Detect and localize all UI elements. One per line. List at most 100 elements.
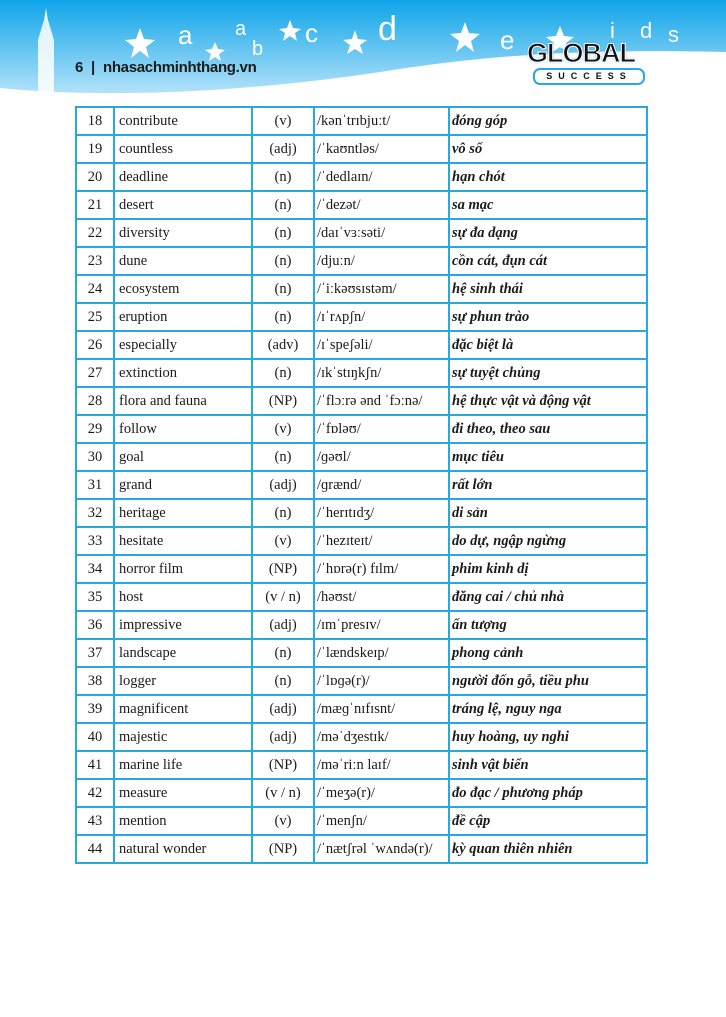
entry-meaning: di sản <box>448 498 648 528</box>
entry-word: marine life <box>113 750 253 780</box>
entry-meaning: đo đạc / phương pháp <box>448 778 648 808</box>
entry-meaning: ấn tượng <box>448 610 648 640</box>
entry-meaning: sa mạc <box>448 190 648 220</box>
entry-pronunciation: /ɡəʊl/ <box>313 442 450 472</box>
entry-part-of-speech: (n) <box>251 358 315 388</box>
entry-meaning: do dự, ngập ngừng <box>448 526 648 556</box>
table-row: 38 logger (n)/ˈlɒɡə(r)/người đốn gỗ, tiều … <box>75 666 648 696</box>
table-row: 37 landscape (n)/ˈlændskeɪp/phong cảnh <box>75 638 648 668</box>
entry-pronunciation: /djuːn/ <box>313 246 450 276</box>
entry-pronunciation: /ɪmˈpresɪv/ <box>313 610 450 640</box>
entry-word: hesitate <box>113 526 253 556</box>
entry-word: flora and fauna <box>113 386 253 416</box>
entry-part-of-speech: (n) <box>251 162 315 192</box>
entry-word: ecosystem <box>113 274 253 304</box>
entry-number: 43 <box>75 806 115 836</box>
entry-meaning: cồn cát, đụn cát <box>448 246 648 276</box>
entry-word: mention <box>113 806 253 836</box>
decor-letter: d <box>640 18 653 43</box>
entry-number: 23 <box>75 246 115 276</box>
entry-word: follow <box>113 414 253 444</box>
entry-meaning: phim kinh dị <box>448 554 648 584</box>
entry-meaning: huy hoàng, uy nghi <box>448 722 648 752</box>
entry-pronunciation: /ˈherɪtɪdʒ/ <box>313 498 450 528</box>
entry-meaning: hệ thực vật và động vật <box>448 386 648 416</box>
entry-number: 22 <box>75 218 115 248</box>
table-row: 39 magnificent (adj)/mæɡˈnɪfɪsnt/tráng lệ,… <box>75 694 648 724</box>
table-row: 35 host (v / n)/həʊst/đăng cai / chủ nhà <box>75 582 648 612</box>
star-icon <box>205 42 225 61</box>
decor-letter: b <box>252 38 264 60</box>
star-icon <box>450 22 480 52</box>
entry-number: 30 <box>75 442 115 472</box>
entry-word: goal <box>113 442 253 472</box>
entry-meaning: đặc biệt là <box>448 330 648 360</box>
entry-word: natural wonder <box>113 834 253 864</box>
table-row: 29 follow (v)/ˈfɒləʊ/đi theo, theo sau <box>75 414 648 444</box>
logo-subtext: SUCCESS <box>533 68 645 85</box>
entry-pronunciation: /ˈhezɪteɪt/ <box>313 526 450 556</box>
table-row: 31 grand (adj)/ɡrænd/rất lớn <box>75 470 648 500</box>
star-icon <box>343 30 367 54</box>
table-row: 27 extinction (n)/ɪkˈstɪŋkʃn/sự tuyệt chủn… <box>75 358 648 388</box>
entry-word: dune <box>113 246 253 276</box>
tower-icon <box>38 8 54 100</box>
entry-word: heritage <box>113 498 253 528</box>
entry-number: 26 <box>75 330 115 360</box>
page-info: 6 | nhasachminhthang.vn <box>75 59 257 76</box>
table-row: 32 heritage (n)/ˈherɪtɪdʒ/di sản <box>75 498 648 528</box>
table-row: 24 ecosystem (n)/ˈiːkəʊsɪstəm/hệ sinh thái <box>75 274 648 304</box>
table-row: 19 countless (adj)/ˈkaʊntləs/vô số <box>75 134 648 164</box>
entry-pronunciation: /ˈlɒɡə(r)/ <box>313 666 450 696</box>
table-row: 34 horror film (NP)/ˈhɒrə(r) fɪlm/phim kin… <box>75 554 648 584</box>
entry-meaning: sự đa dạng <box>448 218 648 248</box>
global-success-logo: GLOBAL SUCCESS <box>527 38 647 85</box>
table-row: 26 especially (adv)/ɪˈspeʃəli/đặc biệt là <box>75 330 648 360</box>
entry-part-of-speech: (v) <box>251 526 315 556</box>
entry-pronunciation: /ɪˈrʌpʃn/ <box>313 302 450 332</box>
table-row: 18 contribute (v)/kənˈtrɪbjuːt/đóng góp <box>75 106 648 136</box>
table-row: 22 diversity (n)/daɪˈvɜːsəti/sự đa dạng <box>75 218 648 248</box>
entry-meaning: tráng lệ, nguy nga <box>448 694 648 724</box>
entry-meaning: sinh vật biển <box>448 750 648 780</box>
decor-letter: a <box>235 18 247 40</box>
entry-number: 25 <box>75 302 115 332</box>
table-row: 23 dune (n)/djuːn/cồn cát, đụn cát <box>75 246 648 276</box>
entry-meaning: đóng góp <box>448 106 648 136</box>
entry-number: 33 <box>75 526 115 556</box>
table-row: 42 measure (v / n)/ˈmeʒə(r)/đo đạc / phươn… <box>75 778 648 808</box>
entry-pronunciation: /kənˈtrɪbjuːt/ <box>313 106 450 136</box>
entry-meaning: rất lớn <box>448 470 648 500</box>
entry-number: 40 <box>75 722 115 752</box>
entry-meaning: sự tuyệt chủng <box>448 358 648 388</box>
entry-meaning: mục tiêu <box>448 442 648 472</box>
entry-number: 42 <box>75 778 115 808</box>
entry-meaning: hệ sinh thái <box>448 274 648 304</box>
entry-part-of-speech: (n) <box>251 498 315 528</box>
decor-letter: i <box>610 18 615 43</box>
entry-part-of-speech: (NP) <box>251 554 315 584</box>
table-row: 41 marine life (NP)/məˈriːn laɪf/sinh vật … <box>75 750 648 780</box>
entry-part-of-speech: (adv) <box>251 330 315 360</box>
entry-word: measure <box>113 778 253 808</box>
entry-word: especially <box>113 330 253 360</box>
entry-number: 38 <box>75 666 115 696</box>
entry-part-of-speech: (n) <box>251 442 315 472</box>
entry-part-of-speech: (v) <box>251 414 315 444</box>
entry-number: 18 <box>75 106 115 136</box>
entry-word: deadline <box>113 162 253 192</box>
entry-meaning: phong cảnh <box>448 638 648 668</box>
star-icons <box>125 20 574 61</box>
table-row: 40 majestic (adj)/məˈdʒestɪk/huy hoàng, uy… <box>75 722 648 752</box>
entry-part-of-speech: (n) <box>251 190 315 220</box>
entry-pronunciation: /həʊst/ <box>313 582 450 612</box>
entry-part-of-speech: (n) <box>251 218 315 248</box>
entry-number: 19 <box>75 134 115 164</box>
entry-pronunciation: /daɪˈvɜːsəti/ <box>313 218 450 248</box>
entry-part-of-speech: (n) <box>251 246 315 276</box>
star-icon <box>125 28 155 58</box>
table-row: 43 mention (v)/ˈmenʃn/đề cập <box>75 806 648 836</box>
entry-meaning: sự phun trào <box>448 302 648 332</box>
entry-word: impressive <box>113 610 253 640</box>
website-link[interactable]: nhasachminhthang.vn <box>102 59 257 76</box>
